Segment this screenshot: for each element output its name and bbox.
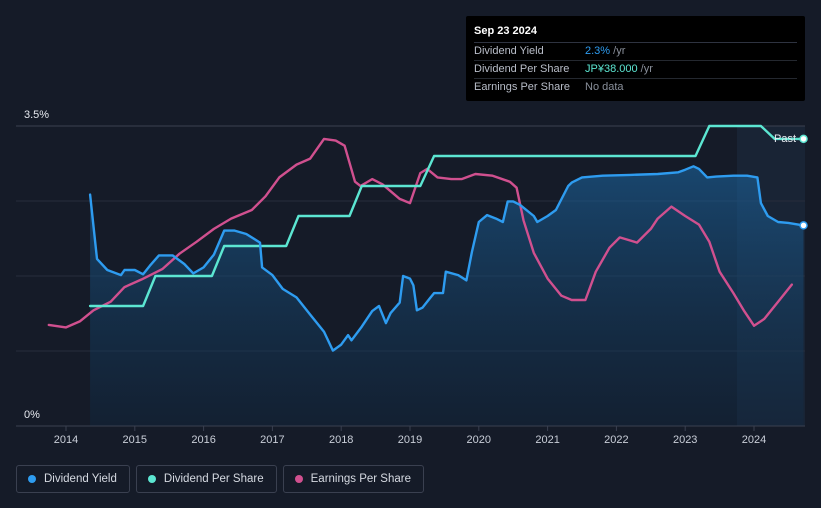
x-tick-label: 2018	[329, 434, 353, 446]
tooltip-unit: /yr	[610, 45, 626, 57]
legend-label: Dividend Per Share	[163, 473, 264, 485]
tooltip-label: Dividend Yield	[474, 45, 544, 57]
tooltip-value: 2.3%	[585, 45, 611, 57]
dividend-yield-area	[90, 166, 804, 427]
x-tick-label: 2022	[604, 434, 628, 446]
x-tick-label: 2019	[398, 434, 422, 446]
end-marker-dps	[799, 134, 808, 144]
tooltip-row-earnings-per-share: Earnings Per Share No data	[474, 79, 797, 96]
end-marker-yield	[799, 221, 808, 230]
tooltip-value: No data	[585, 81, 624, 93]
tooltip-date: Sep 23 2024	[474, 22, 797, 43]
series-line-dps	[88, 124, 805, 308]
x-tick-label: 2014	[54, 434, 78, 446]
x-tick-label: 2023	[673, 434, 697, 446]
legend-label: Dividend Yield	[44, 473, 117, 485]
x-tick-label: 2015	[123, 434, 147, 446]
legend-dot	[147, 475, 156, 483]
x-tick-label: 2020	[467, 434, 491, 446]
x-tick-label: 2017	[260, 434, 284, 446]
tooltip-label: Dividend Per Share	[474, 63, 570, 75]
series-line-eps	[47, 137, 793, 329]
legend-dot	[28, 475, 36, 483]
legend-dot	[294, 475, 303, 483]
legend-item-dividend-per-share[interactable]: Dividend Per Share	[135, 465, 277, 493]
legend-item-dividend-yield[interactable]: Dividend Yield	[16, 465, 130, 493]
chart-legend: Dividend Yield Dividend Per Share Earnin…	[16, 465, 424, 493]
x-tick-label: 2024	[742, 434, 766, 446]
tooltip-row-dividend-yield: Dividend Yield 2.3% /yr	[474, 43, 797, 61]
legend-item-earnings-per-share[interactable]: Earnings Per Share	[282, 465, 424, 493]
series-line-yield	[88, 165, 805, 352]
y-tick-label: 3.5%	[24, 109, 49, 121]
tooltip-label: Earnings Per Share	[474, 81, 570, 93]
legend-label: Earnings Per Share	[310, 473, 411, 485]
tooltip-panel: Sep 23 2024 Dividend Yield 2.3% /yr Divi…	[466, 16, 805, 101]
tooltip-value: JP¥38.000	[585, 63, 638, 75]
x-tick-label: 2016	[191, 434, 215, 446]
x-tick-label: 2021	[535, 434, 559, 446]
tooltip-row-dividend-per-share: Dividend Per Share JP¥38.000 /yr	[474, 61, 797, 79]
tooltip-unit: /yr	[637, 63, 653, 75]
past-label: Past	[774, 133, 796, 145]
y-tick-label: 0%	[24, 409, 40, 421]
